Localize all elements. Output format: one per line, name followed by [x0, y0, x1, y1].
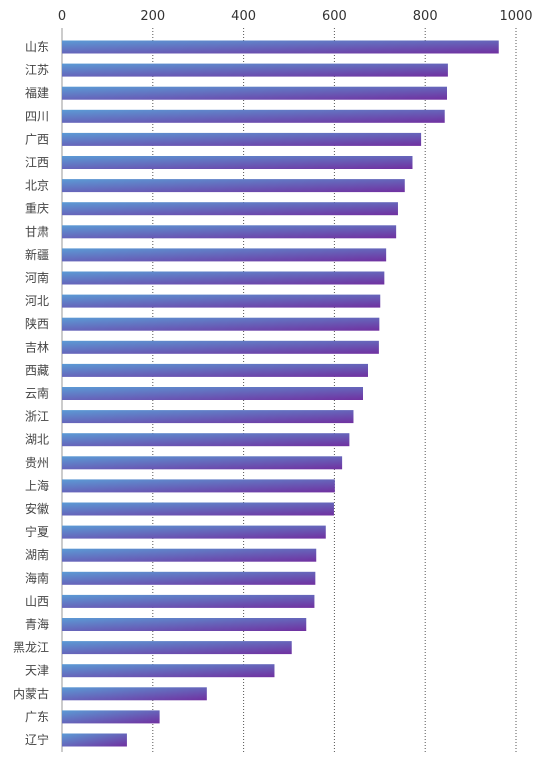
- bar: [62, 363, 368, 377]
- bar: [62, 641, 292, 655]
- category-label: 广西: [25, 132, 49, 146]
- category-label: 甘肃: [25, 225, 49, 239]
- category-label: 黑龙江: [13, 641, 49, 655]
- bars: [62, 40, 499, 747]
- bar: [62, 410, 354, 424]
- category-label: 宁夏: [25, 524, 49, 539]
- bar: [62, 63, 448, 77]
- bar: [62, 618, 307, 631]
- bar: [62, 387, 364, 400]
- bar: [62, 502, 334, 516]
- x-tick-label: 200: [140, 9, 165, 24]
- bar: [62, 317, 380, 331]
- bar: [62, 548, 317, 562]
- category-label: 辽宁: [25, 732, 49, 747]
- bar: [62, 86, 447, 100]
- bar: [62, 271, 385, 285]
- x-tick-label: 600: [322, 9, 347, 24]
- category-label: 四川: [25, 109, 49, 123]
- category-label: 福建: [25, 85, 49, 100]
- bar: [62, 525, 326, 539]
- bar: [62, 733, 127, 747]
- bar: [62, 109, 445, 123]
- category-label: 山东: [25, 40, 49, 54]
- bar: [62, 225, 397, 239]
- bar: [62, 456, 343, 470]
- category-label: 江西: [25, 156, 49, 170]
- category-label: 浙江: [25, 410, 49, 424]
- category-label: 山西: [25, 594, 49, 608]
- x-tick-label: 400: [231, 9, 256, 24]
- category-label: 江苏: [25, 63, 49, 77]
- bar: [62, 571, 316, 585]
- category-label: 安徽: [25, 501, 49, 516]
- category-label: 陕西: [25, 316, 49, 331]
- category-label: 湖北: [25, 432, 49, 447]
- category-label: 广东: [25, 710, 49, 724]
- bar: [62, 687, 207, 701]
- bar: [62, 179, 405, 193]
- category-label: 天津: [25, 664, 49, 678]
- category-label: 北京: [25, 179, 49, 193]
- category-label: 西藏: [25, 363, 49, 377]
- bar: [62, 248, 387, 262]
- category-label: 河北: [25, 294, 49, 308]
- bar: [62, 710, 160, 724]
- bar: [62, 340, 379, 354]
- x-tick-label: 800: [413, 9, 438, 24]
- gridlines: [152, 28, 517, 752]
- bar: [62, 132, 422, 146]
- category-label: 贵州: [25, 456, 49, 470]
- bar: [62, 433, 350, 447]
- category-label: 河南: [25, 270, 49, 285]
- category-label: 上海: [25, 478, 49, 493]
- bar: [62, 40, 499, 54]
- bar: [62, 156, 413, 169]
- bar: [62, 202, 398, 216]
- bar: [62, 664, 275, 678]
- bar: [62, 479, 335, 493]
- category-label: 内蒙古: [13, 686, 49, 701]
- category-label: 海南: [25, 570, 49, 585]
- category-label: 重庆: [25, 202, 49, 216]
- x-tick-label: 0: [58, 9, 66, 24]
- category-label: 新疆: [25, 247, 49, 262]
- category-label: 湖南: [25, 547, 49, 562]
- bar: [62, 294, 381, 308]
- category-label: 云南: [25, 386, 49, 401]
- x-tick-label: 1000: [499, 9, 532, 24]
- category-label: 青海: [25, 617, 49, 632]
- category-labels: 山东江苏福建四川广西江西北京重庆甘肃新疆河南河北陕西吉林西藏云南浙江湖北贵州上海…: [13, 40, 49, 747]
- category-label: 吉林: [25, 340, 49, 354]
- bar: [62, 594, 315, 608]
